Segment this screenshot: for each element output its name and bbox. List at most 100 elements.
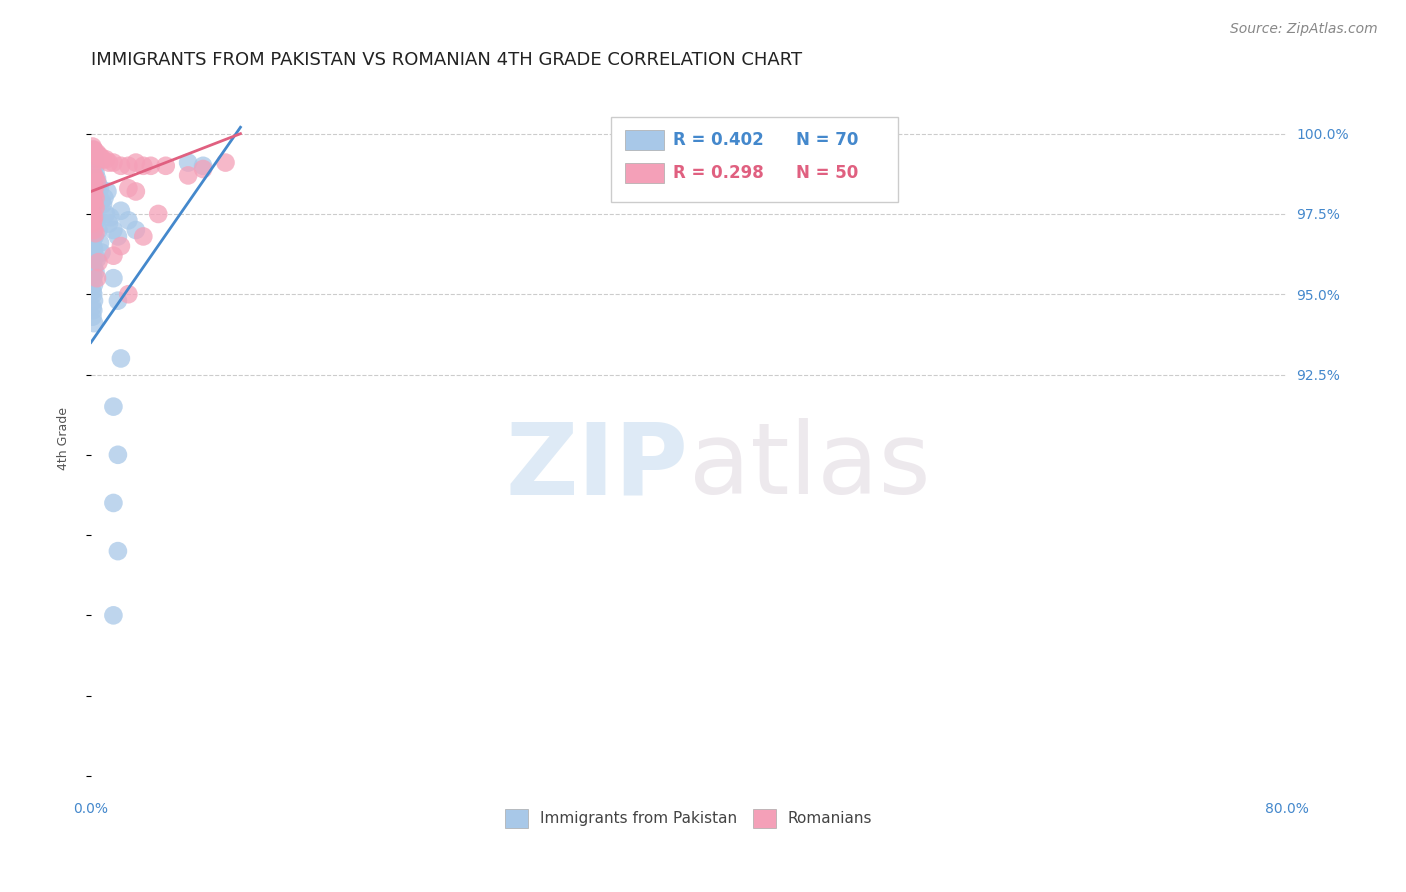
Point (94, 153, 117, 167)
Point (110, 159, 132, 173)
Point (82, 194, 104, 208)
Point (87, 255, 110, 269)
Y-axis label: 4th Grade: 4th Grade (58, 408, 70, 470)
Point (84, 265, 107, 279)
Point (82, 217, 104, 231)
Point (93, 191, 115, 205)
Point (83, 229, 105, 244)
Point (83, 187, 105, 202)
Point (82, 239, 104, 253)
Point (83, 197, 105, 211)
Point (82, 149, 104, 163)
Point (139, 159, 162, 173)
Point (89, 149, 111, 163)
Point (96, 185, 118, 199)
Point (89, 235, 111, 250)
Point (214, 155, 236, 169)
Point (82, 303, 104, 318)
Point (82, 287, 104, 301)
Point (110, 351, 132, 366)
Text: IMMIGRANTS FROM PAKISTAN VS ROMANIAN 4TH GRADE CORRELATION CHART: IMMIGRANTS FROM PAKISTAN VS ROMANIAN 4TH… (91, 51, 803, 69)
Point (83, 153, 105, 167)
Point (82, 161, 104, 176)
Point (103, 223, 125, 237)
Point (84, 201, 107, 215)
Text: atlas: atlas (689, 418, 931, 516)
Point (107, 229, 129, 244)
Point (132, 229, 155, 244)
Point (103, 496, 125, 510)
Point (86, 175, 108, 189)
Point (84, 145, 107, 160)
Point (82, 284, 104, 298)
Point (86, 252, 108, 266)
FancyBboxPatch shape (626, 130, 664, 150)
Point (82, 143, 104, 157)
Point (110, 239, 132, 253)
Point (82, 139, 104, 153)
Point (86, 171, 108, 186)
Point (82, 175, 104, 189)
Point (82, 219, 104, 234)
Point (125, 185, 148, 199)
Text: R = 0.298: R = 0.298 (673, 164, 763, 182)
Point (90, 194, 112, 208)
Point (117, 213, 139, 227)
Point (117, 159, 139, 173)
Point (132, 159, 155, 173)
Point (84, 165, 107, 179)
Point (82, 300, 104, 314)
Point (83, 210, 105, 224)
Point (191, 161, 214, 176)
Point (82, 226, 104, 240)
Point (83, 293, 105, 308)
Point (84, 210, 107, 224)
Point (125, 223, 148, 237)
Point (87, 153, 110, 167)
Point (83, 143, 105, 157)
Point (82, 268, 104, 282)
Point (84, 201, 107, 215)
Point (83, 223, 105, 237)
Point (125, 155, 148, 169)
Point (82, 143, 104, 157)
Point (103, 400, 125, 414)
Point (83, 169, 105, 183)
Point (89, 181, 111, 195)
Point (82, 310, 104, 324)
Point (103, 249, 125, 263)
Point (84, 226, 107, 240)
Point (100, 210, 122, 224)
Point (83, 191, 105, 205)
Text: ZIP: ZIP (506, 418, 689, 516)
Point (82, 185, 104, 199)
Point (103, 155, 125, 169)
Point (84, 191, 107, 205)
Point (84, 159, 107, 173)
Point (82, 217, 104, 231)
Text: Source: ZipAtlas.com: Source: ZipAtlas.com (1230, 22, 1378, 37)
Point (107, 293, 129, 308)
Point (84, 171, 107, 186)
Point (155, 159, 177, 173)
Point (110, 203, 132, 218)
Point (97, 155, 120, 169)
Point (117, 181, 139, 195)
Point (107, 448, 129, 462)
Text: N = 70: N = 70 (796, 131, 859, 149)
FancyBboxPatch shape (612, 118, 898, 202)
Text: R = 0.402: R = 0.402 (673, 131, 763, 149)
Point (103, 608, 125, 623)
Point (83, 145, 105, 160)
Point (82, 213, 104, 227)
Point (83, 242, 105, 256)
Point (82, 233, 104, 247)
Point (82, 165, 104, 179)
Point (83, 261, 105, 276)
Point (87, 149, 110, 163)
Point (82, 197, 104, 211)
Point (117, 287, 139, 301)
Point (83, 145, 105, 160)
Point (82, 178, 104, 192)
FancyBboxPatch shape (626, 163, 664, 183)
